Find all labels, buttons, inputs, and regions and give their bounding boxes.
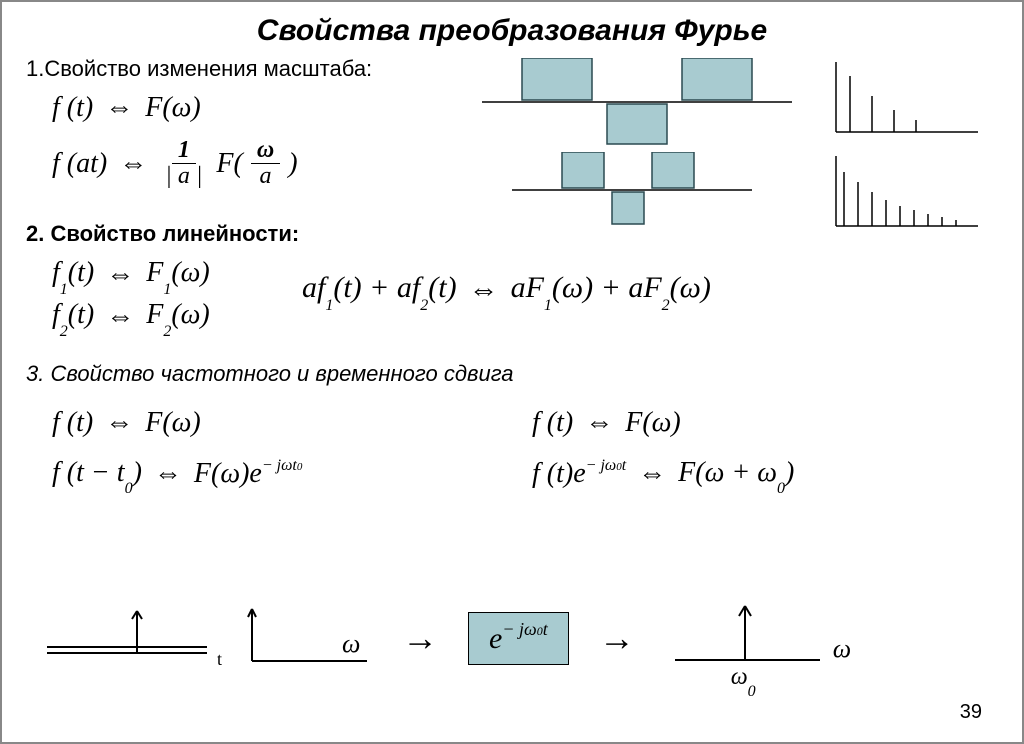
modulation-diagram-row: t ω → e− jω0t → ω0 ω [42,598,825,678]
pulse-diagram-narrow [492,152,772,232]
pulse-diagram-wide [482,58,802,150]
arrow-right-icon: → [599,617,635,659]
formula-2a: f1(t)⇔F1(ω) [2,257,282,293]
modulator-box: e− jω0t [468,612,569,665]
formula-3d: f (t)e− jω0t⇔ F(ω + ω0) [482,457,794,493]
page-title: Свойства преобразования Фурье [2,2,1022,54]
spectrum-dense [832,152,982,230]
formula-1b: f (at)⇔ 1| a | F(ωa) [2,138,432,189]
shifted-spectrum-plot: ω0 ω [665,598,825,678]
formula-3c: f (t)⇔F(ω) [482,407,794,439]
formula-1a: f (t)⇔F(ω) [2,92,432,124]
omega-axis-plot: ω [242,603,372,673]
spectrum-sparse [832,58,982,136]
formula-3a: f (t)⇔F(ω) [2,407,482,439]
formula-2b: f2(t)⇔F2(ω) [2,299,282,335]
formula-2c: af1(t) + af2(t) ⇔ aF1(ω) + aF2(ω) [282,271,711,309]
formula-3b: f (t − t0)⇔ F(ω)e− jωt0 [2,457,482,493]
section-3-heading: 3. Свойство частотного и временного сдви… [2,361,1022,387]
time-impulse-plot: t [42,603,212,673]
page-number: 39 [960,701,982,724]
arrow-right-icon: → [402,617,438,659]
